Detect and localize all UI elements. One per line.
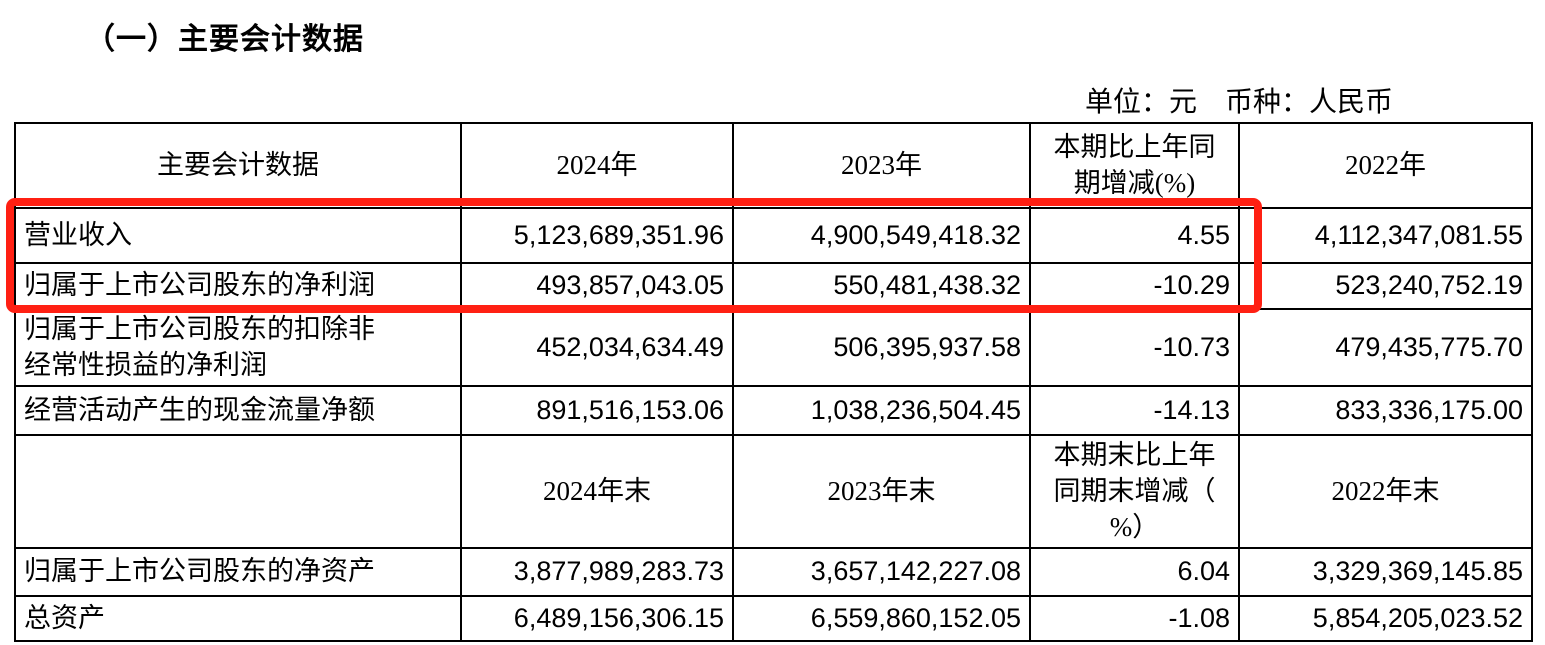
table-row: 营业收入 5,123,689,351.96 4,900,549,418.32 4.55… (14, 207, 1533, 264)
column-header-cell: 2023年 (732, 122, 1031, 209)
value-cell: 479,435,775.70 (1238, 307, 1533, 388)
value-cell: 891,516,153.06 (460, 385, 734, 437)
column-header-cell: 主要会计数据 (14, 122, 462, 209)
column-header-cell: 本期末比上年 同期末增减（ %） (1029, 434, 1240, 550)
column-header-cell: 2022年 (1238, 122, 1533, 209)
value-cell: 550,481,438.32 (732, 262, 1031, 310)
currency-unit-note: 单位：元 币种：人民币 (1084, 87, 1393, 118)
column-header-cell: 2023年末 (732, 434, 1031, 550)
table-row: 归属于上市公司股东的扣除非 经常性损益的净利润 452,034,634.49 506… (14, 307, 1533, 388)
value-cell: 6.04 (1029, 547, 1240, 598)
value-cell: 493,857,043.05 (460, 262, 734, 310)
value-cell: 6,489,156,306.15 (460, 595, 734, 643)
value-cell: 3,877,989,283.73 (460, 547, 734, 598)
row-label-cell: 营业收入 (14, 207, 462, 264)
row-label-cell: 总资产 (14, 595, 462, 643)
value-cell: 4,112,347,081.55 (1238, 207, 1533, 264)
table-row: 总资产 6,489,156,306.15 6,559,860,152.05 -1.08… (14, 595, 1533, 643)
value-cell: 506,395,937.58 (732, 307, 1031, 388)
table-header-row: 2024年末 2023年末 本期末比上年 同期末增减（ %） 2022年末 (14, 434, 1533, 550)
section-title: （一）主要会计数据 (85, 23, 364, 56)
value-cell: 6,559,860,152.05 (732, 595, 1031, 643)
value-cell: 523,240,752.19 (1238, 262, 1533, 310)
table-row: 经营活动产生的现金流量净额 891,516,153.06 1,038,236,504… (14, 385, 1533, 437)
row-label-cell: 归属于上市公司股东的净利润 (14, 262, 462, 310)
row-label-cell: 归属于上市公司股东的净资产 (14, 547, 462, 598)
column-header-cell: 2024年末 (460, 434, 734, 550)
column-header-cell: 2024年 (460, 122, 734, 209)
value-cell: 4,900,549,418.32 (732, 207, 1031, 264)
value-cell: -10.73 (1029, 307, 1240, 388)
value-cell: -14.13 (1029, 385, 1240, 437)
value-cell: 5,123,689,351.96 (460, 207, 734, 264)
value-cell: 833,336,175.00 (1238, 385, 1533, 437)
value-cell: -1.08 (1029, 595, 1240, 643)
table-row: 归属于上市公司股东的净利润 493,857,043.05 550,481,438.3… (14, 262, 1533, 310)
value-cell: 4.55 (1029, 207, 1240, 264)
value-cell: 452,034,634.49 (460, 307, 734, 388)
table-body: 主要会计数据 2024年 2023年 本期比上年同 期增减(%) 2022年 营业收入 5,… (14, 122, 1533, 643)
row-label-cell: 归属于上市公司股东的扣除非 经常性损益的净利润 (14, 307, 462, 388)
key-accounting-data-table: 主要会计数据 2024年 2023年 本期比上年同 期增减(%) 2022年 营业收入 5,… (14, 122, 1533, 643)
value-cell: -10.29 (1029, 262, 1240, 310)
value-cell: 5,854,205,023.52 (1238, 595, 1533, 643)
column-header-cell: 本期比上年同 期增减(%) (1029, 122, 1240, 209)
row-label-cell: 经营活动产生的现金流量净额 (14, 385, 462, 437)
table-header-row: 主要会计数据 2024年 2023年 本期比上年同 期增减(%) 2022年 (14, 122, 1533, 209)
value-cell: 3,329,369,145.85 (1238, 547, 1533, 598)
value-cell: 1,038,236,504.45 (732, 385, 1031, 437)
table-row: 归属于上市公司股东的净资产 3,877,989,283.73 3,657,142,2… (14, 547, 1533, 598)
value-cell: 3,657,142,227.08 (732, 547, 1031, 598)
column-header-cell (14, 434, 462, 550)
column-header-cell: 2022年末 (1238, 434, 1533, 550)
